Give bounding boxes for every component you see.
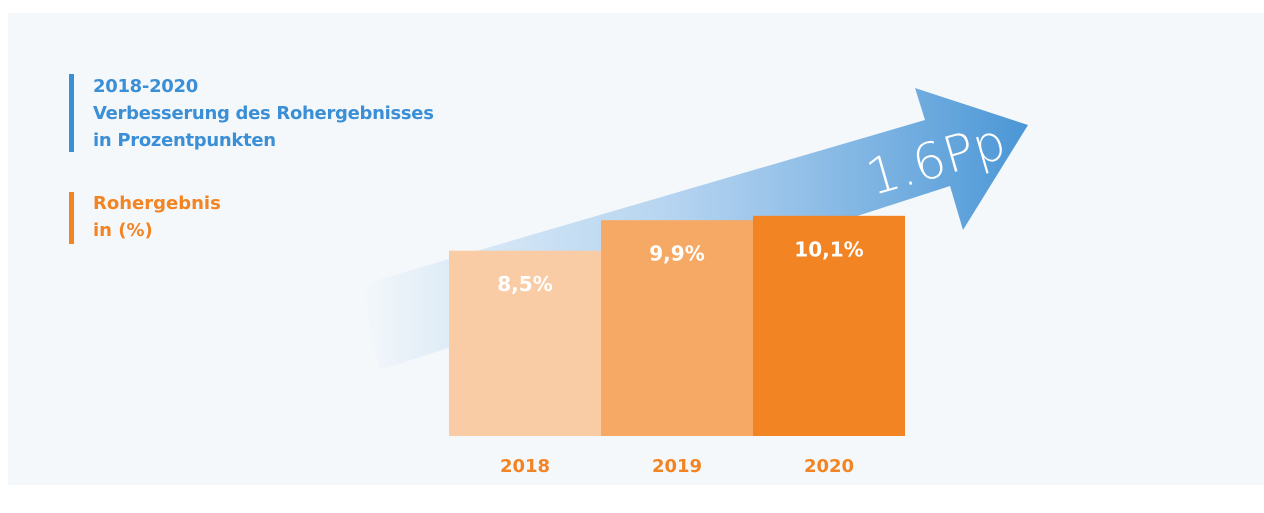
value-label: 9,9% (649, 242, 704, 266)
value-label: 8,5% (497, 272, 552, 296)
legend-title: 2018-2020 (93, 76, 198, 97)
legend-title: in Prozentpunkten (93, 130, 276, 151)
title-marker (69, 74, 74, 152)
bar (753, 215, 905, 436)
legend-subtitle: in (%) (93, 220, 153, 241)
bar (449, 250, 601, 436)
subtitle-marker (69, 192, 74, 244)
x-tick-label: 2020 (804, 456, 854, 477)
value-label: 10,1% (794, 237, 863, 261)
bar (601, 220, 753, 436)
legend-subtitle: Rohergebnis (93, 193, 221, 214)
x-tick-label: 2019 (652, 456, 702, 477)
x-tick-label: 2018 (500, 456, 550, 477)
legend-title: Verbesserung des Rohergebnisses (93, 103, 434, 124)
